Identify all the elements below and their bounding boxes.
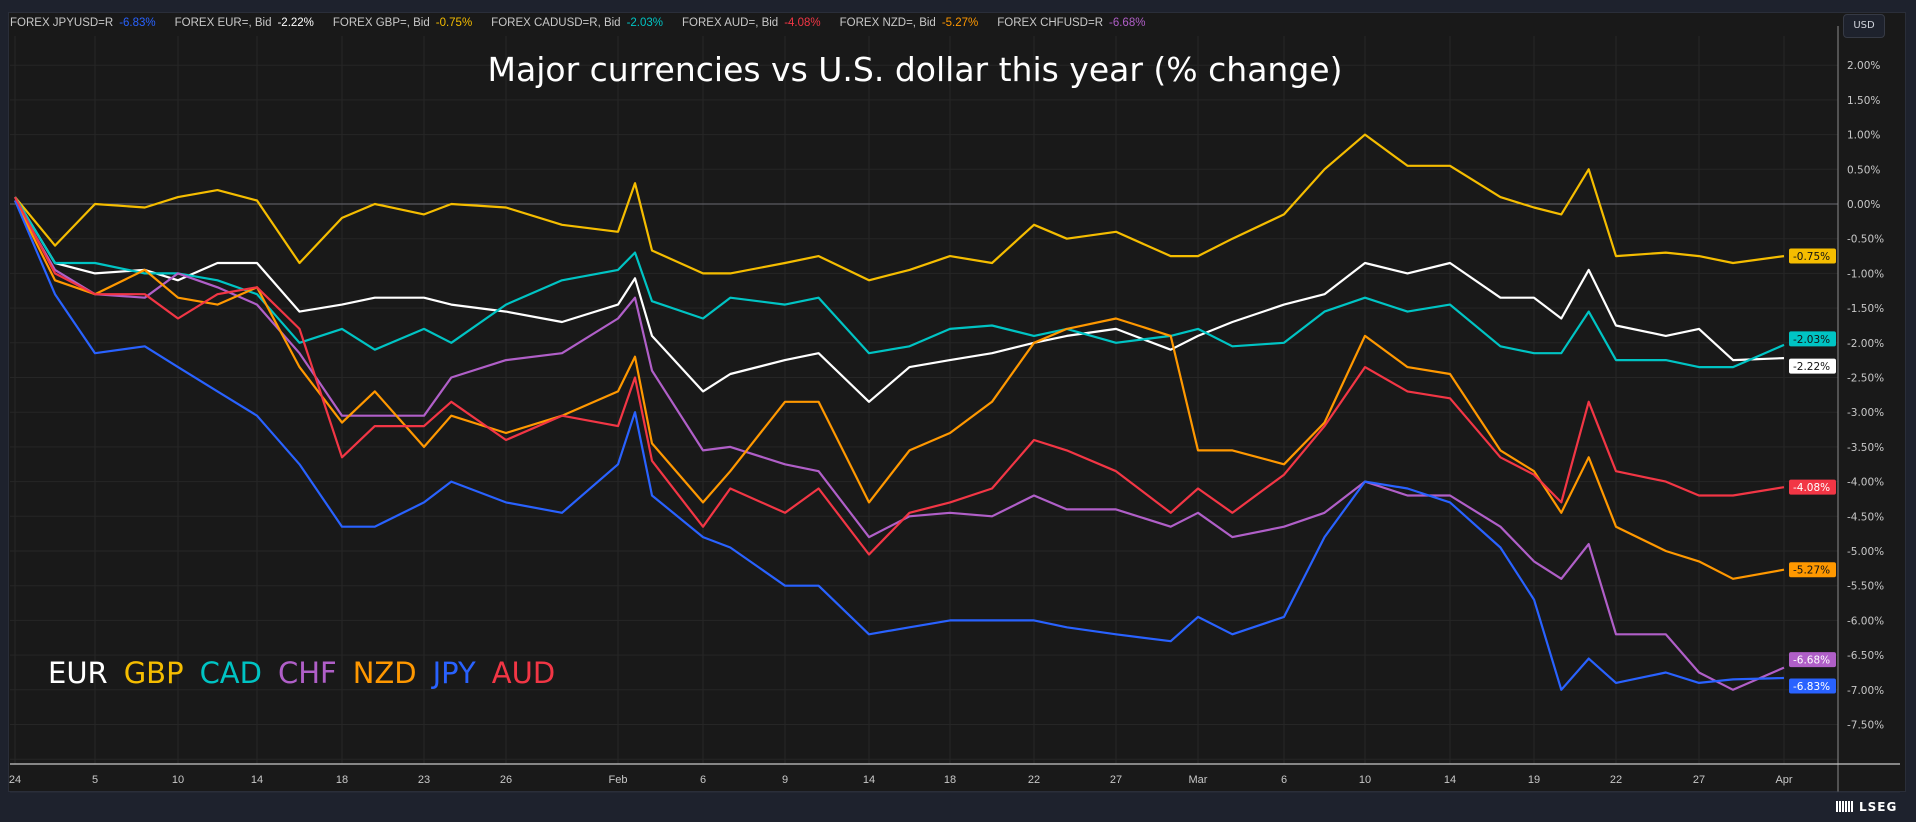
- last-value-badge-cad: [1789, 331, 1836, 347]
- lseg-logo-icon: [1836, 801, 1854, 812]
- series-line-nzd: [14, 200, 1785, 580]
- legend-value: -6.68%: [1109, 17, 1146, 29]
- series-line-gbp: [14, 133, 1785, 282]
- y-tick-label: -3.50%: [1847, 442, 1884, 454]
- legend-label: FOREX CHFUSD=R: [997, 17, 1104, 29]
- y-tick-label: 1.00%: [1847, 130, 1880, 142]
- last-value-badge-eur: [1789, 358, 1836, 374]
- y-tick-label: -7.50%: [1847, 720, 1884, 732]
- legend-value: -4.08%: [784, 17, 821, 29]
- last-value-badge-nzd: [1789, 562, 1836, 578]
- legend-item[interactable]: FOREX CADUSD=R, Bid -2.03%: [491, 17, 663, 29]
- x-tick-label: 24: [9, 774, 21, 786]
- x-tick-label: Apr: [1775, 774, 1792, 786]
- x-tick-label: 14: [1444, 774, 1456, 786]
- y-tick-label: -2.50%: [1847, 373, 1884, 385]
- x-tick-label: 6: [700, 774, 706, 786]
- legend-label: FOREX AUD=, Bid: [682, 17, 779, 29]
- x-tick-label: Feb: [609, 774, 628, 786]
- y-tick-label: -6.00%: [1847, 615, 1884, 627]
- series-legend-cad: CAD: [199, 656, 262, 690]
- instrument-legend: FOREX JPYUSD=R -6.83% FOREX EUR=, Bid -2.22…: [10, 17, 1164, 29]
- y-tick-label: -0.50%: [1847, 234, 1884, 246]
- y-tick-label: 1.50%: [1847, 95, 1880, 107]
- legend-value: -2.22%: [277, 17, 314, 29]
- x-tick-label: 14: [251, 774, 263, 786]
- x-tick-label: 27: [1693, 774, 1705, 786]
- legend-item[interactable]: FOREX JPYUSD=R -6.83%: [10, 17, 156, 29]
- x-tick-label: 9: [782, 774, 788, 786]
- series-legend-eur: EUR: [48, 656, 108, 690]
- y-tick-label: -7.00%: [1847, 685, 1884, 697]
- y-tick-label: -1.50%: [1847, 303, 1884, 315]
- y-tick-label: -5.00%: [1847, 546, 1884, 558]
- legend-value: -6.83%: [119, 17, 156, 29]
- series-legend-nzd: NZD: [352, 656, 417, 690]
- x-tick-label: 10: [1359, 774, 1371, 786]
- x-tick-label: 14: [863, 774, 875, 786]
- x-tick-label: 6: [1281, 774, 1287, 786]
- last-value-label: -4.08%: [1793, 482, 1830, 494]
- x-tick-label: Mar: [1189, 774, 1208, 786]
- legend-value: -0.75%: [435, 17, 473, 29]
- x-tick-label: 5: [92, 774, 98, 786]
- legend-value: -2.03%: [626, 17, 664, 29]
- x-tick-label: 22: [1028, 774, 1040, 786]
- chart-title: Major currencies vs U.S. dollar this yea…: [487, 50, 1343, 89]
- series-legend-gbp: GBP: [123, 656, 184, 690]
- last-value-label: -6.68%: [1793, 655, 1830, 667]
- series-legend-jpy: JPY: [432, 656, 476, 690]
- series-legend-chf: CHF: [277, 656, 337, 690]
- legend-label: FOREX NZD=, Bid: [839, 17, 936, 29]
- last-value-badge-gbp: [1789, 248, 1836, 264]
- series-line-cad: [14, 196, 1785, 369]
- y-tick-label: 2.00%: [1847, 60, 1880, 72]
- legend-item[interactable]: FOREX EUR=, Bid -2.22%: [175, 17, 314, 29]
- x-tick-label: 26: [500, 774, 512, 786]
- y-tick-label: 0.00%: [1847, 199, 1880, 211]
- x-tick-label: 23: [418, 774, 430, 786]
- legend-label: FOREX JPYUSD=R: [10, 17, 114, 29]
- currency-button[interactable]: USD: [1843, 14, 1885, 38]
- last-value-label: -6.83%: [1793, 681, 1830, 693]
- legend-label: FOREX GBP=, Bid: [332, 17, 430, 29]
- y-tick-label: -4.00%: [1847, 477, 1884, 489]
- series-line-eur: [14, 196, 1785, 403]
- y-tick-label: -6.50%: [1847, 650, 1884, 662]
- legend-value: -5.27%: [941, 17, 979, 29]
- lseg-logo-text: LSEG: [1859, 800, 1898, 814]
- legend-label: FOREX EUR=, Bid: [174, 17, 272, 29]
- legend-item[interactable]: FOREX NZD=, Bid -5.27%: [840, 17, 979, 29]
- series-legend: EUR GBP CAD CHF NZD JPY AUD: [48, 656, 571, 690]
- x-tick-label: 18: [336, 774, 348, 786]
- x-tick-label: 18: [944, 774, 956, 786]
- y-tick-label: -2.00%: [1847, 338, 1884, 350]
- last-value-badge-aud: [1789, 479, 1836, 495]
- legend-label: FOREX CADUSD=R, Bid: [491, 17, 621, 29]
- last-value-badge-chf: [1789, 652, 1836, 668]
- x-tick-label: 10: [172, 774, 184, 786]
- y-tick-label: -3.00%: [1847, 407, 1884, 419]
- last-value-label: -0.75%: [1793, 251, 1830, 263]
- lseg-logo: LSEG: [1836, 800, 1897, 814]
- last-value-label: -2.03%: [1793, 334, 1830, 346]
- series-line-jpy: [13, 200, 1785, 691]
- last-value-badge-jpy: [1789, 678, 1836, 694]
- series-line-aud: [14, 196, 1785, 556]
- y-tick-label: 0.50%: [1847, 164, 1880, 176]
- legend-item[interactable]: FOREX GBP=, Bid -0.75%: [333, 17, 472, 29]
- last-value-label: -5.27%: [1793, 565, 1830, 577]
- last-value-label: -2.22%: [1793, 361, 1830, 373]
- y-tick-label: -5.50%: [1847, 581, 1884, 593]
- legend-item[interactable]: FOREX AUD=, Bid -4.08%: [682, 17, 821, 29]
- x-tick-label: 22: [1610, 774, 1622, 786]
- x-tick-label: 27: [1110, 774, 1122, 786]
- y-tick-label: -4.50%: [1847, 511, 1884, 523]
- series-legend-aud: AUD: [491, 656, 556, 690]
- x-tick-label: 19: [1528, 774, 1540, 786]
- legend-item[interactable]: FOREX CHFUSD=R -6.68%: [997, 17, 1145, 29]
- y-tick-label: -1.00%: [1847, 268, 1884, 280]
